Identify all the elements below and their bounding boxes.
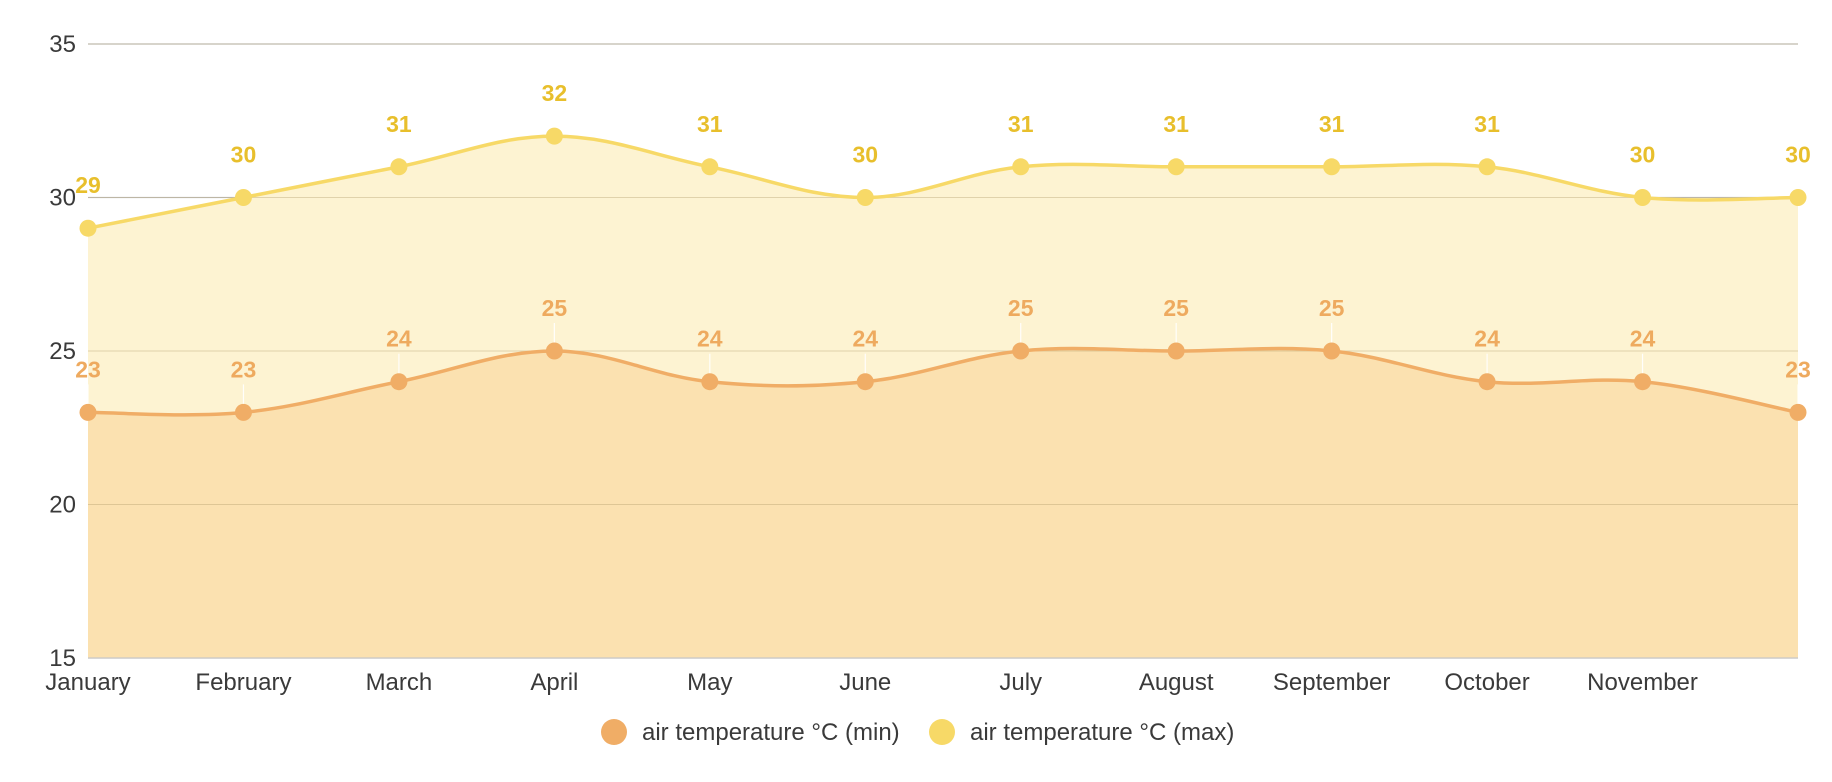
max-data-point (1789, 189, 1807, 206)
x-tick-label: October (1444, 669, 1529, 696)
legend-marker (929, 719, 955, 745)
point-layer (79, 127, 1807, 421)
min-data-point (1478, 373, 1496, 391)
x-tick-label: July (999, 669, 1042, 696)
max-data-point (1167, 158, 1185, 176)
min-data-label: 25 (1008, 295, 1034, 321)
min-data-point (234, 403, 252, 421)
min-series-line (87, 346, 1799, 417)
min-data-label: 25 (542, 295, 568, 321)
y-tick-label: 20 (49, 492, 76, 519)
max-data-point (545, 127, 563, 145)
max-data-point (1012, 158, 1030, 176)
min-data-label: 24 (697, 326, 723, 352)
max-data-label: 31 (1474, 111, 1500, 137)
min-series-area (88, 348, 1798, 658)
min-data-point (545, 342, 563, 360)
max-data-point (701, 158, 719, 176)
area-layer (88, 43, 1798, 659)
max-data-label: 30 (852, 142, 878, 168)
max-data-label: 31 (1163, 111, 1189, 137)
max-data-point (1478, 158, 1496, 176)
min-data-label: 24 (1474, 326, 1500, 352)
y-tick-label: 35 (49, 31, 76, 58)
x-tick-label: February (195, 669, 291, 696)
max-data-label: 29 (75, 172, 101, 198)
min-data-point (79, 403, 97, 421)
max-data-label: 31 (1319, 111, 1345, 137)
y-tick-label: 25 (49, 338, 76, 365)
min-data-point (390, 373, 408, 391)
min-data-label: 23 (1785, 356, 1811, 382)
max-data-point (234, 189, 252, 206)
max-data-label: 31 (697, 111, 723, 137)
max-series-line (87, 134, 1799, 230)
max-data-point (856, 189, 874, 206)
min-data-point (1323, 342, 1341, 360)
max-data-label: 31 (386, 111, 412, 137)
min-data-point (1167, 342, 1185, 360)
x-tick-label: March (366, 669, 433, 696)
x-tick-label: September (1273, 669, 1390, 696)
legend-label: air temperature °C (max) (970, 719, 1234, 746)
max-data-point (79, 219, 97, 237)
y-tick-label: 30 (49, 185, 76, 212)
x-tick-label: June (839, 669, 891, 696)
y-tick-label: 15 (49, 645, 76, 672)
axis-layer: 15 20 25 30 35 January February March April May Ju… (45, 31, 1798, 696)
max-data-label: 30 (1630, 142, 1656, 168)
max-data-label: 30 (1785, 142, 1811, 168)
max-data-point (390, 158, 408, 176)
label-layer: 23 23 24 25 24 24 25 25 25 24 24 23 29 30 31 32 31 30 31 31… (75, 80, 1811, 382)
min-data-label: 24 (1630, 326, 1656, 352)
legend: air temperature °C (min) air temperature … (601, 719, 1234, 746)
min-data-label: 24 (852, 326, 878, 352)
min-data-point (1789, 403, 1807, 421)
legend-label: air temperature °C (min) (642, 719, 900, 746)
max-data-label: 31 (1008, 111, 1034, 137)
max-data-label: 30 (231, 142, 257, 168)
min-data-label: 23 (231, 356, 257, 382)
min-data-point (701, 373, 719, 391)
min-data-point (856, 373, 874, 391)
max-data-label: 32 (542, 80, 568, 106)
min-data-label: 23 (75, 356, 101, 382)
min-data-label: 25 (1163, 295, 1189, 321)
max-data-point (1323, 158, 1341, 176)
min-data-label: 24 (386, 326, 412, 352)
legend-marker (601, 719, 627, 745)
x-tick-label: May (687, 669, 732, 696)
min-data-point (1634, 373, 1652, 391)
x-tick-label: April (530, 669, 578, 696)
min-data-point (1012, 342, 1030, 360)
x-tick-label: January (45, 669, 130, 696)
min-data-label: 25 (1319, 295, 1345, 321)
x-tick-label: August (1139, 669, 1214, 696)
max-data-point (1634, 189, 1652, 206)
x-tick-label: November (1587, 669, 1698, 696)
